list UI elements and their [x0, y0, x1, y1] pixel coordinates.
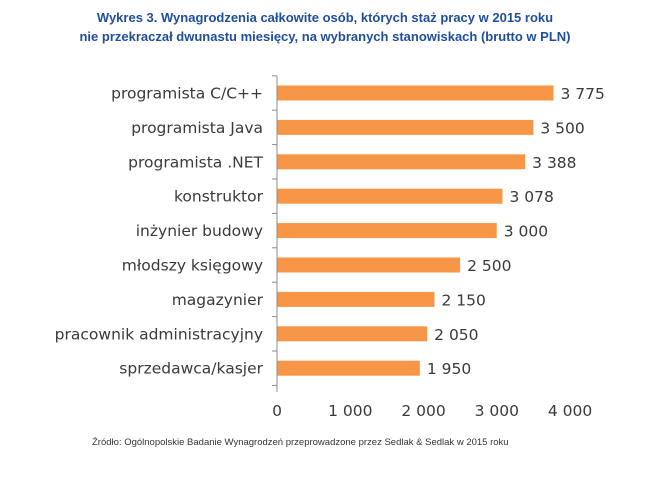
category-label: magazynier [172, 291, 264, 309]
category-label: młodszy księgowy [122, 257, 263, 275]
x-tick-label: 3 000 [475, 402, 519, 420]
bar-1 [277, 85, 554, 101]
category-label: programista .NET [128, 153, 263, 171]
data-label: 1 950 [427, 360, 471, 378]
data-label: 3 000 [504, 223, 548, 241]
bar-9 [277, 360, 420, 376]
x-tick-label: 2 000 [401, 402, 445, 420]
bar-7 [277, 291, 435, 307]
category-label: programista C/C++ [111, 85, 263, 103]
data-label: 2 050 [434, 326, 478, 344]
data-label: 3 500 [540, 119, 584, 137]
category-label: sprzedawca/kasjer [119, 360, 263, 378]
category-label: pracownik administracyjny [55, 325, 263, 343]
category-label: programista Java [131, 119, 263, 137]
bar-2 [277, 119, 534, 135]
bar-8 [277, 326, 428, 342]
x-tick-label: 0 [272, 402, 282, 420]
data-label: 2 150 [441, 291, 485, 309]
data-label: 3 388 [532, 154, 576, 172]
data-label: 3 775 [561, 85, 605, 103]
bar-4 [277, 188, 503, 204]
category-label: inżynier budowy [136, 222, 263, 240]
bar-6 [277, 257, 461, 273]
bar-3 [277, 154, 526, 170]
x-tick-label: 1 000 [328, 402, 372, 420]
data-label: 2 500 [467, 257, 511, 275]
chart-title-line-2: nie przekraczał dwunastu miesięcy, na wy… [79, 29, 571, 44]
bar-5 [277, 223, 497, 239]
category-label: konstruktor [174, 188, 264, 206]
source-note: Źródło: Ogólnopolskie Badanie Wynagrodze… [92, 437, 509, 448]
chart-title: Wykres 3. Wynagrodzenia całkowite osób, … [0, 8, 650, 46]
x-tick-label: 4 000 [548, 402, 592, 420]
chart-title-line-1: Wykres 3. Wynagrodzenia całkowite osób, … [96, 10, 554, 25]
data-label: 3 078 [509, 188, 553, 206]
